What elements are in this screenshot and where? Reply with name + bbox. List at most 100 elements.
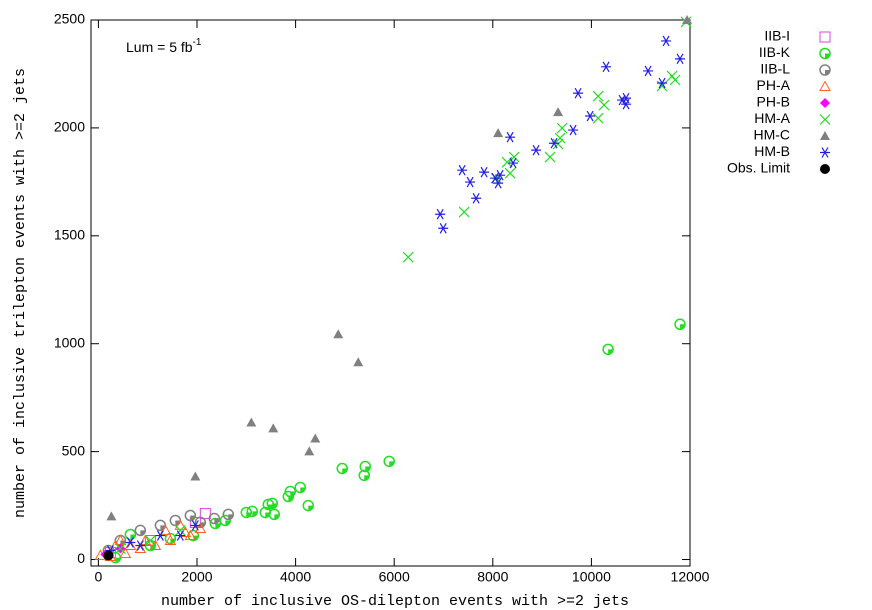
marker-shape	[124, 539, 137, 550]
point	[174, 524, 186, 536]
point	[164, 534, 177, 546]
point	[336, 462, 348, 475]
marker-shape	[438, 222, 449, 234]
marker-shape	[819, 31, 831, 43]
annotation-superscript: -1	[193, 37, 202, 48]
marker-shape	[164, 534, 177, 546]
point	[661, 35, 672, 47]
point	[675, 53, 686, 65]
marker-shape	[465, 176, 476, 188]
marker-shape	[617, 94, 628, 106]
point	[155, 530, 166, 541]
point	[592, 90, 604, 102]
point	[552, 138, 564, 150]
point	[124, 539, 137, 550]
point	[124, 528, 137, 541]
marker-shape	[252, 511, 258, 517]
marker-shape	[106, 511, 117, 521]
marker-shape	[819, 80, 831, 91]
point	[383, 455, 395, 468]
marker-shape	[544, 151, 556, 163]
point	[585, 110, 596, 122]
point	[282, 490, 295, 503]
legend-marker	[819, 114, 831, 125]
point	[479, 166, 490, 178]
marker-shape	[601, 61, 612, 73]
annotation-text: Lum = 5 fb	[126, 39, 193, 55]
point	[333, 329, 344, 339]
point	[240, 506, 253, 519]
point	[669, 74, 681, 86]
point	[184, 529, 197, 541]
legend-label: PH-B	[757, 94, 790, 110]
marker-shape	[199, 508, 211, 520]
legend-label: Obs. Limit	[727, 160, 790, 176]
point	[573, 87, 584, 99]
marker-shape	[184, 529, 197, 541]
marker-shape	[504, 167, 516, 179]
legend-marker	[819, 31, 831, 43]
point	[103, 550, 114, 561]
point	[674, 318, 686, 331]
marker-shape	[820, 98, 830, 108]
legend-label: HM-A	[754, 110, 790, 126]
point	[294, 481, 307, 494]
marker-shape	[592, 90, 604, 102]
marker-shape	[155, 530, 166, 541]
marker-shape	[228, 514, 234, 520]
marker-shape	[194, 522, 207, 533]
marker-shape	[125, 537, 136, 548]
y-tick-label: 0	[77, 550, 85, 566]
marker-shape	[471, 192, 482, 204]
legend-marker	[819, 47, 831, 60]
point	[149, 539, 162, 550]
legend-label: IIB-I	[764, 28, 790, 44]
marker-shape	[621, 98, 632, 110]
point	[190, 520, 201, 531]
marker-shape	[288, 496, 294, 502]
point	[601, 61, 612, 73]
marker-shape	[820, 164, 830, 174]
marker-shape	[115, 557, 121, 563]
x-tick-label: 4000	[280, 569, 311, 585]
point	[268, 508, 281, 521]
marker-shape	[139, 534, 152, 546]
legend-label: HM-B	[754, 143, 790, 159]
point	[682, 15, 693, 24]
point	[139, 534, 152, 546]
point	[505, 131, 516, 143]
x-tick-label: 8000	[477, 569, 508, 585]
marker-shape	[308, 505, 314, 511]
marker-shape	[556, 122, 568, 134]
y-axis-label: number of inclusive trilepton events wit…	[12, 68, 29, 518]
marker-shape	[174, 524, 186, 536]
marker-shape	[402, 251, 414, 263]
point	[199, 508, 211, 520]
marker-shape	[342, 468, 348, 474]
marker-shape	[114, 543, 126, 554]
point	[144, 535, 156, 546]
y-tick-label: 1500	[54, 227, 85, 243]
marker-shape	[669, 74, 681, 86]
point	[208, 512, 221, 525]
marker-shape	[585, 110, 596, 122]
point	[592, 112, 604, 124]
marker-shape	[493, 128, 504, 138]
point	[302, 499, 315, 512]
marker-shape	[661, 35, 672, 47]
point	[134, 524, 147, 537]
marker-shape	[170, 538, 176, 544]
point	[493, 128, 504, 138]
x-tick-label: 2000	[181, 569, 212, 585]
marker-shape	[159, 524, 172, 535]
marker-shape	[820, 147, 830, 158]
point	[268, 423, 279, 433]
point	[458, 206, 470, 218]
point	[549, 137, 560, 149]
point	[402, 251, 414, 263]
marker-shape	[300, 487, 306, 493]
marker-shape	[657, 77, 668, 89]
legend-marker	[819, 80, 831, 91]
plot-frame	[90, 19, 691, 567]
y-tick-label: 1000	[54, 334, 85, 350]
